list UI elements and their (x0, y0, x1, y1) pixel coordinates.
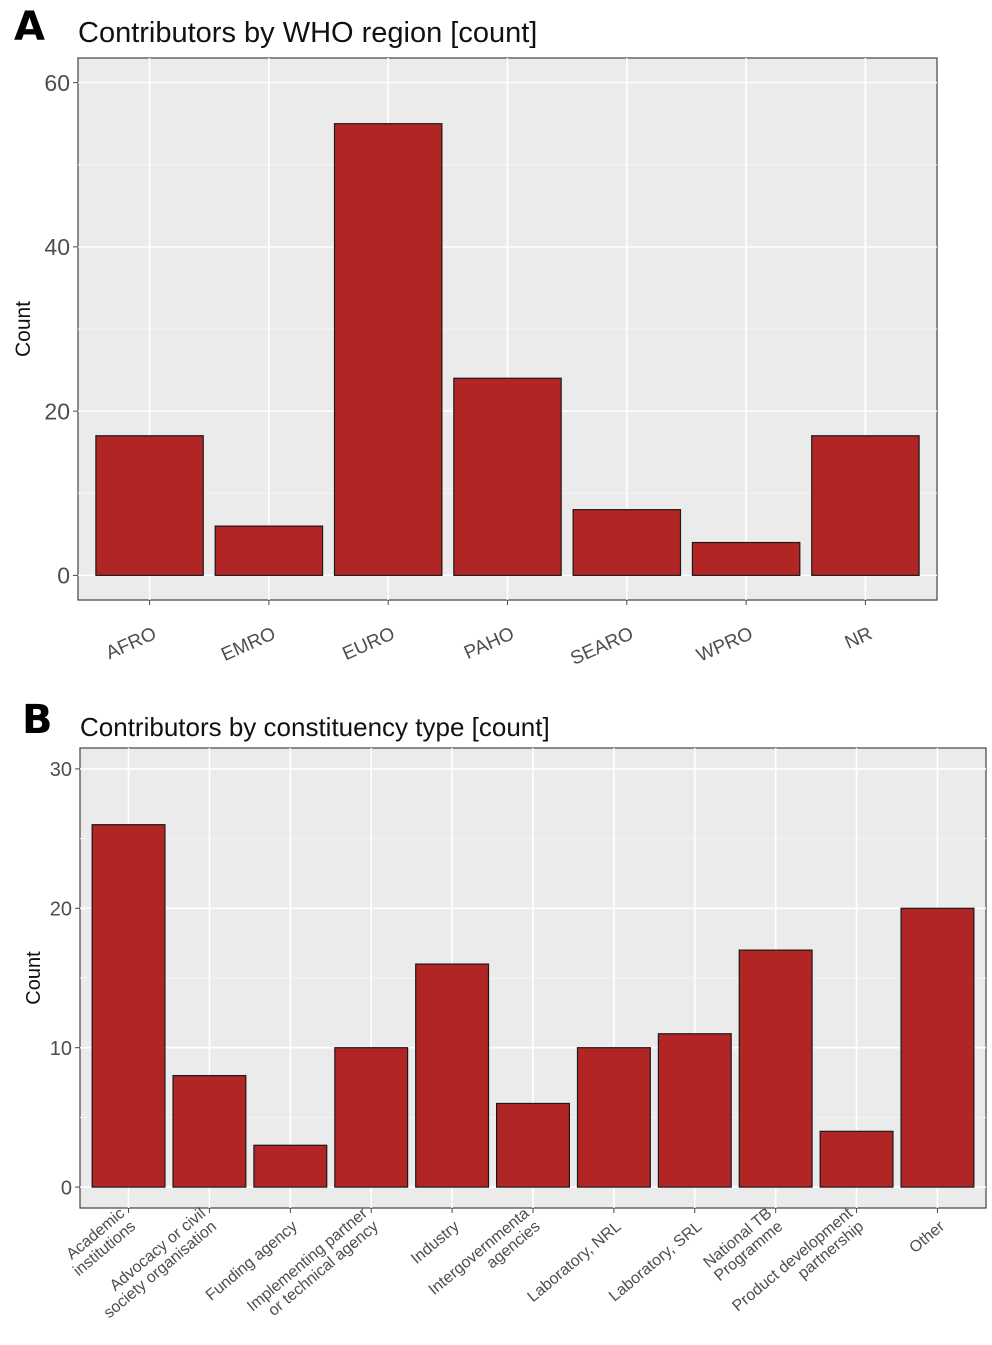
x-tick-label: WPRO (694, 623, 757, 666)
chart-title: Contributors by WHO region [count] (78, 17, 537, 49)
y-tick-label: 20 (50, 899, 72, 921)
bar (333, 123, 443, 576)
x-tick-label: Other (906, 1218, 948, 1257)
y-tick-label: 30 (50, 759, 72, 781)
y-axis-label: Count (12, 301, 35, 357)
x-tick-label-line: EURO (340, 623, 399, 665)
x-tick-label: Implementing partneror technical agency (244, 1205, 382, 1329)
x-tick-label-line: Other (906, 1218, 948, 1257)
x-tick-label-line: SEARO (568, 623, 637, 669)
y-tick-label: 60 (44, 70, 70, 96)
bar (572, 509, 682, 576)
y-tick-label: 0 (57, 563, 70, 589)
x-tick-label-line: WPRO (694, 623, 757, 666)
x-tick-label: EURO (340, 623, 399, 665)
y-axis-label: Count (23, 951, 45, 1005)
x-tick-label: NR (842, 623, 876, 653)
y-tick-label: 40 (44, 234, 70, 260)
bar (172, 1074, 247, 1188)
bar (453, 377, 562, 576)
x-tick-label-line: PAHO (461, 623, 517, 664)
bar (334, 1047, 409, 1188)
bar (576, 1047, 651, 1188)
y-tick-label: 10 (50, 1038, 72, 1060)
bar (495, 1102, 571, 1188)
x-tick-label: SEARO (568, 623, 637, 669)
y-tick-label: 20 (44, 398, 70, 424)
bar (691, 541, 801, 576)
bar (253, 1144, 328, 1188)
y-tick-label: 0 (61, 1177, 72, 1199)
panel-letter: B (22, 697, 53, 743)
bar (811, 435, 920, 576)
x-tick-label: AFRO (103, 623, 160, 664)
chart-title: Contributors by constituency type [count… (80, 712, 550, 742)
bar (95, 435, 204, 576)
bar (415, 963, 490, 1188)
chart-panel-a: A Contributors by WHO region [count] 0 20 40… (12, 4, 938, 670)
x-tick-label-line: AFRO (103, 623, 160, 664)
bar (657, 1033, 732, 1188)
bar (91, 824, 166, 1188)
bar (214, 525, 324, 576)
x-tick-label-line: EMRO (218, 623, 279, 665)
x-tick-label-line: NR (842, 623, 876, 653)
x-tick-label: PAHO (461, 623, 517, 664)
bar (738, 949, 813, 1188)
panel-letter: A (14, 4, 45, 50)
chart-panel-b: B Contributors by constituency type [coun… (22, 697, 987, 1329)
bar (819, 1130, 894, 1188)
x-tick-label: EMRO (218, 623, 279, 665)
bar (900, 907, 975, 1188)
